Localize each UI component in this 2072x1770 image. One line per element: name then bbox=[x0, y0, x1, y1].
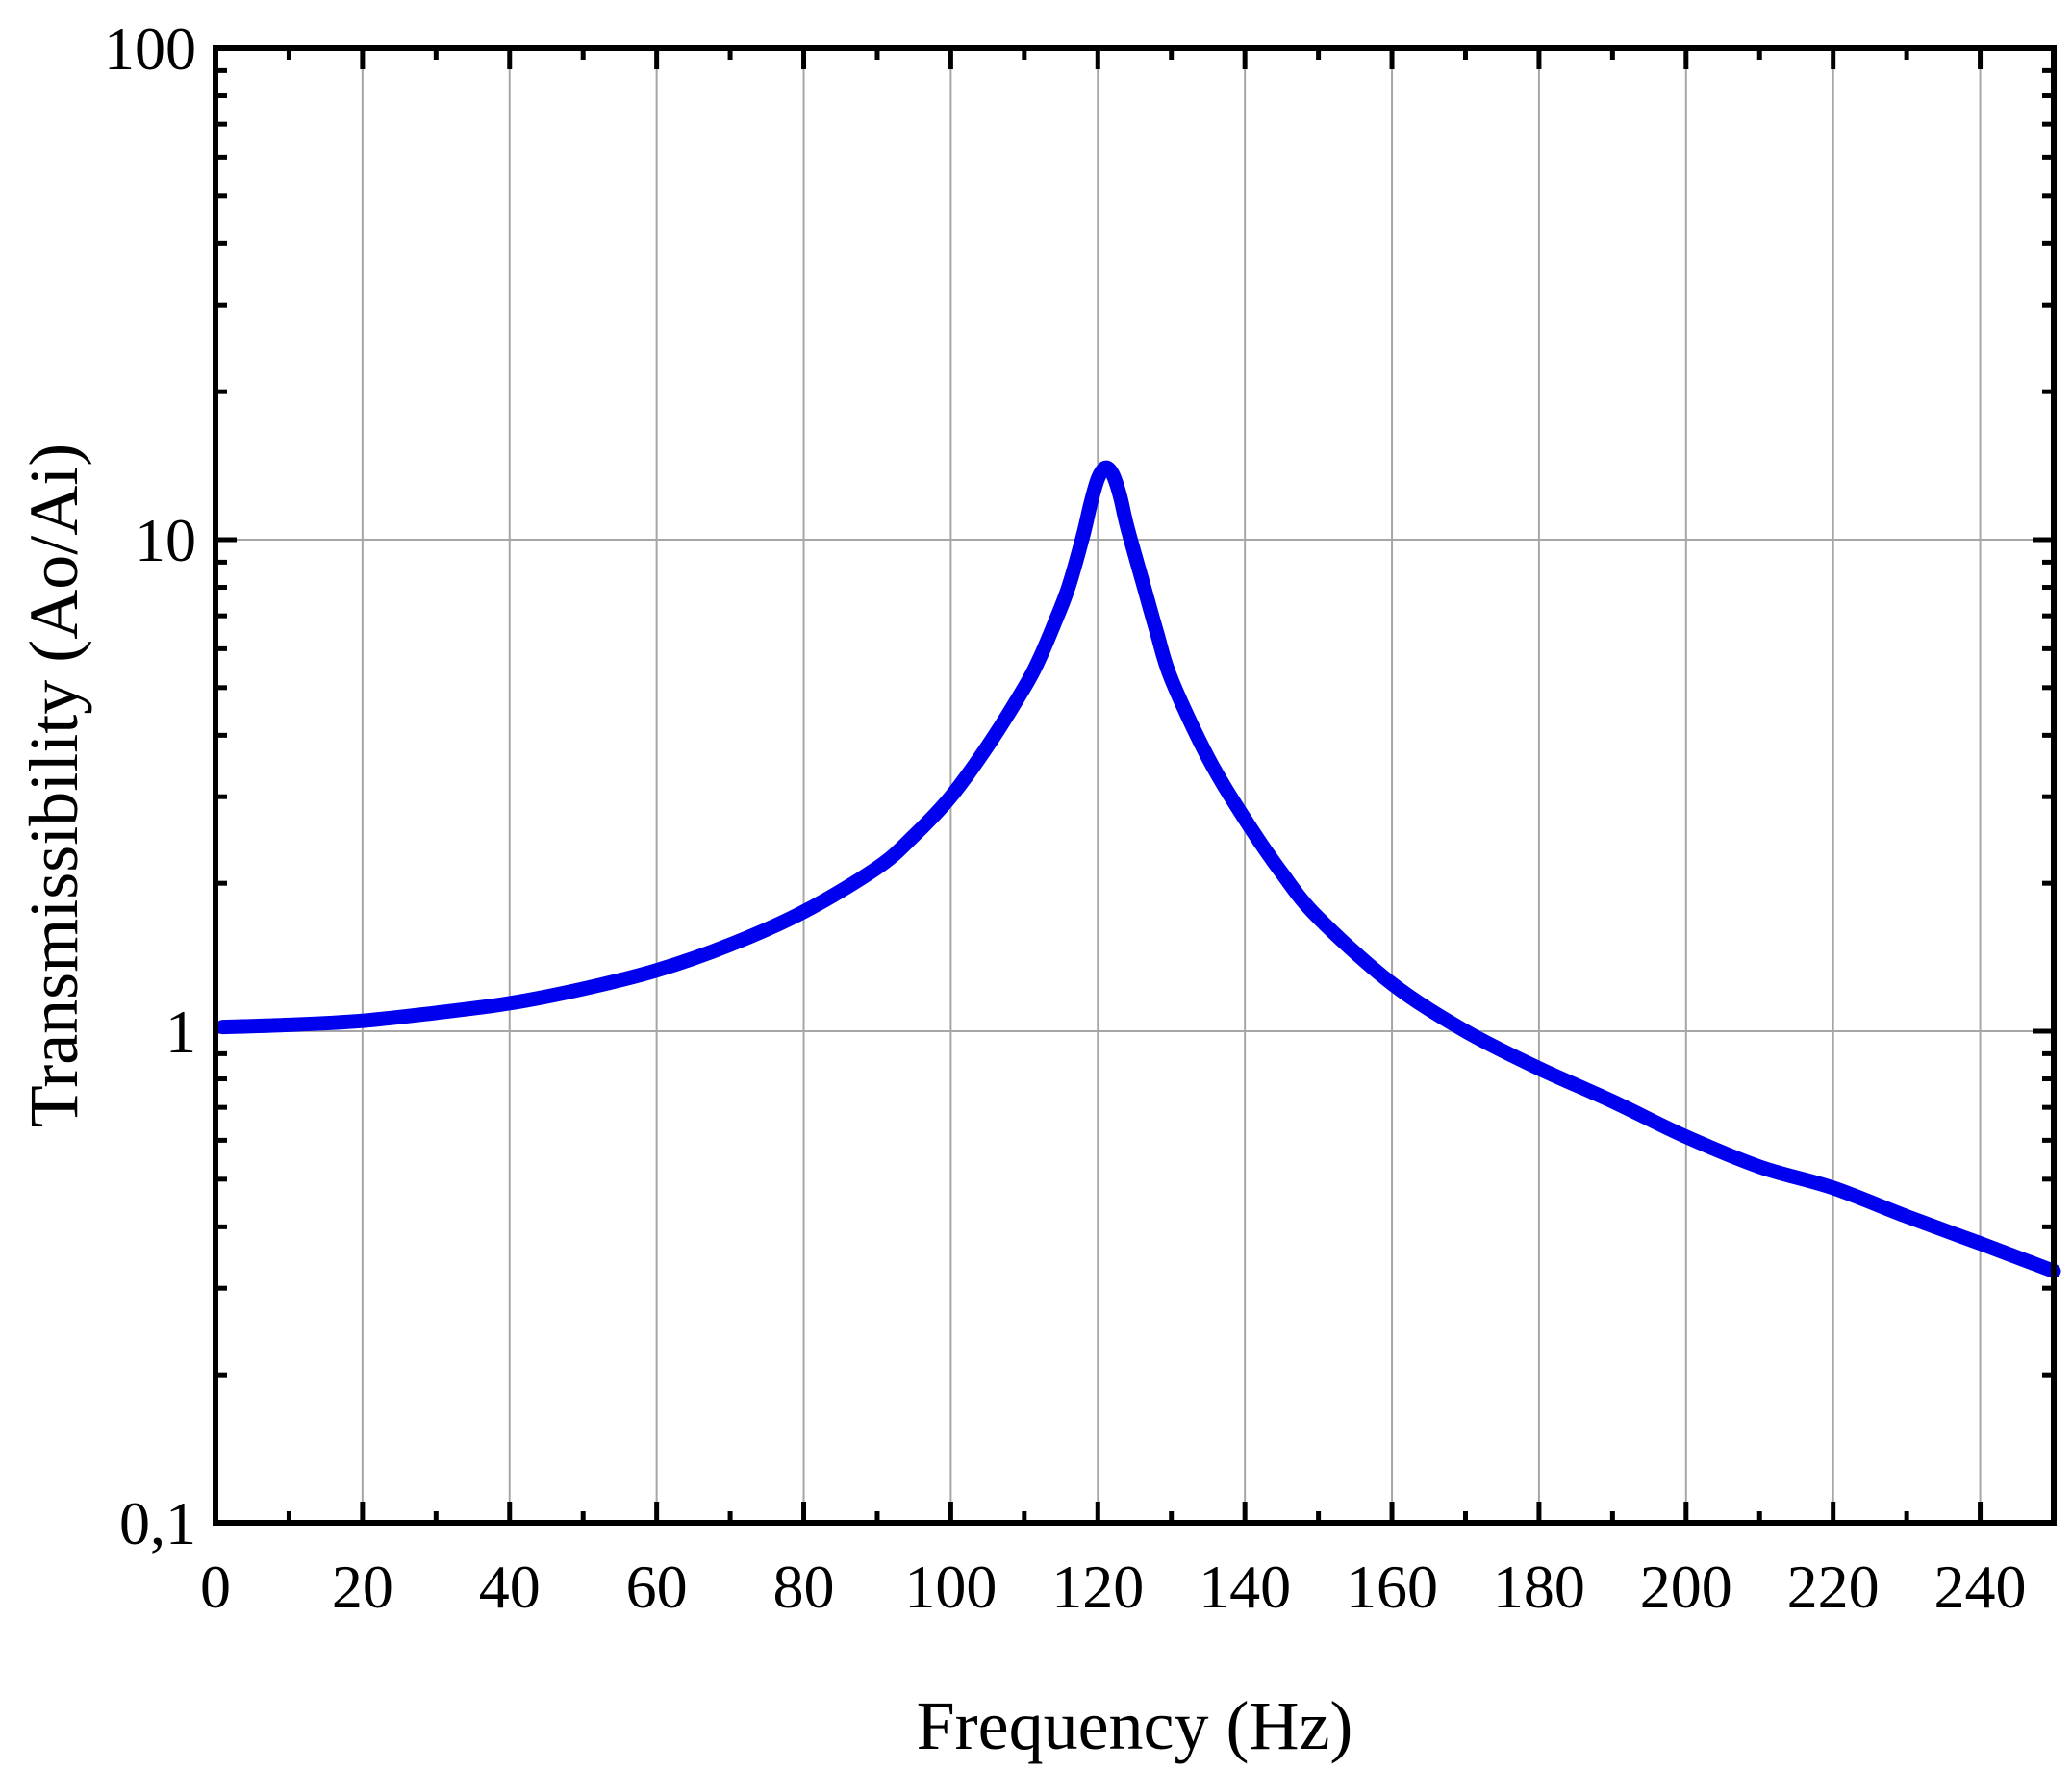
x-tick-label: 160 bbox=[1346, 1553, 1438, 1621]
plot-frame bbox=[213, 45, 2057, 1526]
x-tick-label: 60 bbox=[626, 1553, 688, 1621]
y-tick-label: 100 bbox=[104, 14, 196, 83]
x-tick-label: 20 bbox=[332, 1553, 393, 1621]
series-line-0 bbox=[215, 460, 2061, 1278]
x-tick-label: 80 bbox=[773, 1553, 835, 1621]
x-tick-label: 0 bbox=[200, 1553, 231, 1621]
x-tick-label: 200 bbox=[1640, 1553, 1732, 1621]
x-tick-label: 40 bbox=[479, 1553, 541, 1621]
y-tick-label: 10 bbox=[135, 506, 196, 574]
y-tick-labels: 0,1 1 10 100 bbox=[104, 14, 196, 1557]
y-axis-label: Transmissibility (Ao/Ai) bbox=[15, 443, 92, 1127]
x-tick-label: 220 bbox=[1787, 1553, 1880, 1621]
x-tick-label: 180 bbox=[1493, 1553, 1585, 1621]
y-tick-label: 1 bbox=[165, 998, 196, 1066]
x-tick-labels: 0 20 40 60 80 100 120 140 160 180 200 220 240 bbox=[200, 1553, 2027, 1621]
x-tick-label: 100 bbox=[904, 1553, 997, 1621]
series-layer bbox=[215, 460, 2061, 1278]
y-tick-label: 0,1 bbox=[119, 1489, 196, 1557]
x-axis-label: Frequency (Hz) bbox=[917, 1687, 1353, 1764]
x-tick-label: 240 bbox=[1934, 1553, 2027, 1621]
x-tick-label: 120 bbox=[1051, 1553, 1144, 1621]
x-tick-label: 140 bbox=[1199, 1553, 1291, 1621]
